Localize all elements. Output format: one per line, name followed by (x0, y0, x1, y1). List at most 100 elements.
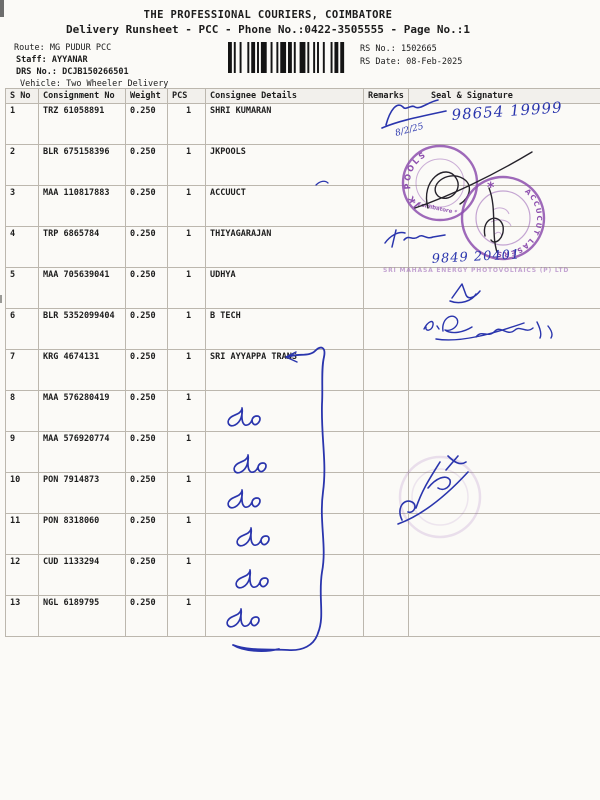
table-row: 12 CUD 1133294 0.250 1 (5, 554, 600, 596)
cell-seal (408, 431, 600, 473)
table-row: 8 MAA 576280419 0.250 1 (5, 390, 600, 432)
cell-seal (408, 103, 600, 145)
cell-weight: 0.250 (125, 431, 168, 473)
barcode-bar (276, 42, 279, 73)
cell-s_no: 4 (5, 226, 39, 268)
cell-s_no: 3 (5, 185, 39, 227)
staff-value: AYYANAR (51, 55, 88, 65)
table-row: 10 PON 7914873 0.250 1 (5, 472, 600, 514)
table-header-row: S No Consignment No Weight PCS Consignee Det… (5, 88, 600, 104)
route-value: MG PUDUR PCC (49, 43, 112, 53)
column-header-seal: Seal & Signature (408, 88, 600, 104)
barcode-bar (288, 42, 292, 73)
cell-s_no: 1 (5, 103, 39, 145)
document-title: THE PROFESSIONAL COURIERS, COIMBATORE (143, 9, 393, 21)
cell-consignment_no: PON 7914873 (38, 472, 126, 514)
column-header-remarks: Remarks (363, 88, 409, 104)
rs-no-line: RS No.: 1502665 (360, 44, 437, 54)
cell-consignee: UDHYA (205, 267, 364, 309)
column-header-weight: Weight (125, 88, 168, 104)
cell-consignment_no: BLR 675158396 (38, 144, 126, 186)
cell-pcs: 1 (167, 390, 206, 432)
document-subtitle: Delivery Runsheet - PCC - Phone No.:0422… (66, 23, 470, 36)
cell-consignment_no: MAA 576920774 (38, 431, 126, 473)
cell-consignment_no: TRP 6865784 (38, 226, 126, 268)
cell-remarks (363, 226, 409, 268)
cell-seal (408, 472, 600, 514)
table-row: 4 TRP 6865784 0.250 1 THIYAGARAJAN (5, 226, 600, 268)
cell-consignee: JKPOOLS (205, 144, 364, 186)
barcode (228, 42, 345, 73)
column-header-consignee: Consignee Details (205, 88, 364, 104)
rs-date-value: 08-Feb-2025 (406, 57, 463, 67)
cell-seal (408, 513, 600, 555)
drs-value: DCJB150266501 (62, 67, 129, 77)
cell-remarks (363, 103, 409, 145)
cell-remarks (363, 185, 409, 227)
rs-date-label: RS Date: (360, 57, 401, 67)
barcode-bar (239, 42, 242, 73)
table-row: 1 TRZ 61058891 0.250 1 SHRI KUMARAN (5, 103, 600, 145)
cell-consignee: SRI AYYAPPA TRANS (205, 349, 364, 391)
route-label: Route: (14, 43, 45, 53)
cell-pcs: 1 (167, 185, 206, 227)
barcode-bar (247, 42, 250, 73)
cell-pcs: 1 (167, 308, 206, 350)
cell-s_no: 13 (5, 595, 39, 637)
cell-weight: 0.250 (125, 554, 168, 596)
barcode-bar (251, 42, 256, 73)
barcode-bar (322, 42, 325, 73)
cell-weight: 0.250 (125, 226, 168, 268)
cell-s_no: 7 (5, 349, 39, 391)
barcode-bar (307, 42, 310, 73)
cell-consignment_no: MAA 705639041 (38, 267, 126, 309)
cell-pcs: 1 (167, 349, 206, 391)
drs-label: DRS No.: (16, 67, 57, 77)
cell-consignment_no: NGL 6189795 (38, 595, 126, 637)
table-row: 2 BLR 675158396 0.250 1 JKPOOLS (5, 144, 600, 186)
cell-s_no: 10 (5, 472, 39, 514)
cell-remarks (363, 144, 409, 186)
barcode-bar (293, 42, 296, 73)
cell-remarks (363, 513, 409, 555)
cell-s_no: 9 (5, 431, 39, 473)
cell-seal (408, 308, 600, 350)
cell-pcs: 1 (167, 595, 206, 637)
cell-remarks (363, 554, 409, 596)
cell-consignee: ACCUUCT (205, 185, 364, 227)
cell-weight: 0.250 (125, 144, 168, 186)
barcode-bar (260, 42, 267, 73)
cell-consignee: SHRI KUMARAN (205, 103, 364, 145)
column-header-pcs: PCS (167, 88, 206, 104)
cell-weight: 0.250 (125, 349, 168, 391)
cell-consignment_no: CUD 1133294 (38, 554, 126, 596)
cell-weight: 0.250 (125, 185, 168, 227)
drs-line: DRS No.: DCJB150266501 (16, 67, 129, 77)
cell-consignment_no: MAA 576280419 (38, 390, 126, 432)
table-row: 5 MAA 705639041 0.250 1 UDHYA (5, 267, 600, 309)
cell-remarks (363, 308, 409, 350)
cell-consignee: THIYAGARAJAN (205, 226, 364, 268)
barcode-bar (313, 42, 316, 73)
cell-seal (408, 267, 600, 309)
cell-consignee (205, 431, 364, 473)
table-row: 9 MAA 576920774 0.250 1 (5, 431, 600, 473)
cell-seal (408, 185, 600, 227)
barcode-bar (228, 42, 232, 73)
route-line: Route: MG PUDUR PCC (14, 43, 111, 53)
barcode-bar (334, 42, 339, 73)
cell-remarks (363, 431, 409, 473)
cell-remarks (363, 472, 409, 514)
column-header-consignment_no: Consignment No (38, 88, 126, 104)
scanner-edge-artifact (0, 0, 4, 17)
cell-pcs: 1 (167, 554, 206, 596)
cell-weight: 0.250 (125, 308, 168, 350)
cell-consignee (205, 595, 364, 637)
cell-consignment_no: BLR 5352099404 (38, 308, 126, 350)
table-row: 6 BLR 5352099404 0.250 1 B TECH (5, 308, 600, 350)
scanner-dot-artifact (0, 295, 2, 303)
cell-seal (408, 226, 600, 268)
cell-consignee (205, 390, 364, 432)
vehicle-label: Vehicle: (20, 79, 61, 89)
